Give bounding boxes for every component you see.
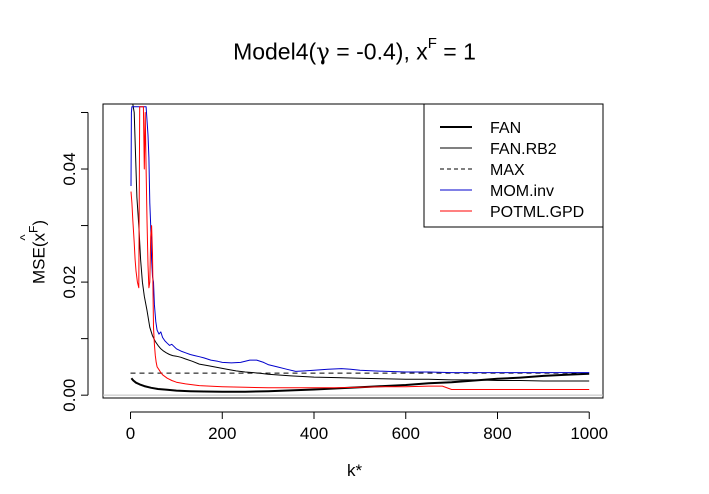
legend-label: MAX: [490, 162, 525, 179]
x-tick-label: 0: [126, 424, 135, 443]
y-label-prefix: MSE: [29, 247, 49, 285]
y-axis-label: MSE(xF): [27, 220, 50, 284]
title-tail: = 1: [436, 38, 476, 65]
legend-label: MOM.inv: [490, 183, 554, 200]
legend-label: FAN.RB2: [490, 141, 557, 158]
title-equals: =: [329, 38, 357, 65]
title-gamma-symbol: γ: [316, 39, 330, 66]
x-tick-label: 600: [392, 424, 420, 443]
chart-title: Model4(γ = -0.4), xF = 1: [233, 35, 476, 66]
legend-label: FAN: [490, 120, 521, 137]
y-label-sup: F: [26, 225, 41, 233]
y-tick-label: 0.04: [60, 152, 79, 185]
title-prefix: Model4: [233, 38, 309, 65]
plot-frame: [102, 103, 604, 399]
y-tick-label: 0.00: [60, 379, 79, 412]
legend: FAN FAN.RB2 MAX MOM.inv POTML.GPD: [423, 103, 604, 228]
series-potml-gpd: [130, 106, 590, 390]
x-tick-label: 200: [208, 424, 236, 443]
legend-box: [423, 103, 604, 228]
y-label-hat-var: x: [29, 233, 49, 242]
x-tick-label: 1000: [570, 424, 608, 443]
series-layer: [130, 104, 590, 393]
y-tick-label: 0.02: [60, 266, 79, 299]
series-fan-rb2: [132, 104, 590, 382]
title-x-sup: F: [427, 35, 437, 52]
series-mom-inv: [130, 106, 590, 374]
x-tick-label: 800: [483, 424, 511, 443]
legend-label: POTML.GPD: [490, 204, 584, 221]
x-axis-label: k*: [346, 461, 363, 480]
series-fan: [130, 372, 590, 393]
title-sep: ), x: [395, 38, 428, 65]
x-tick-label: 400: [300, 424, 328, 443]
title-gamma-value: -0.4: [356, 38, 396, 65]
axes: 0 200 400 600 800 1000 0.00 0.02 0.04: [60, 111, 608, 443]
